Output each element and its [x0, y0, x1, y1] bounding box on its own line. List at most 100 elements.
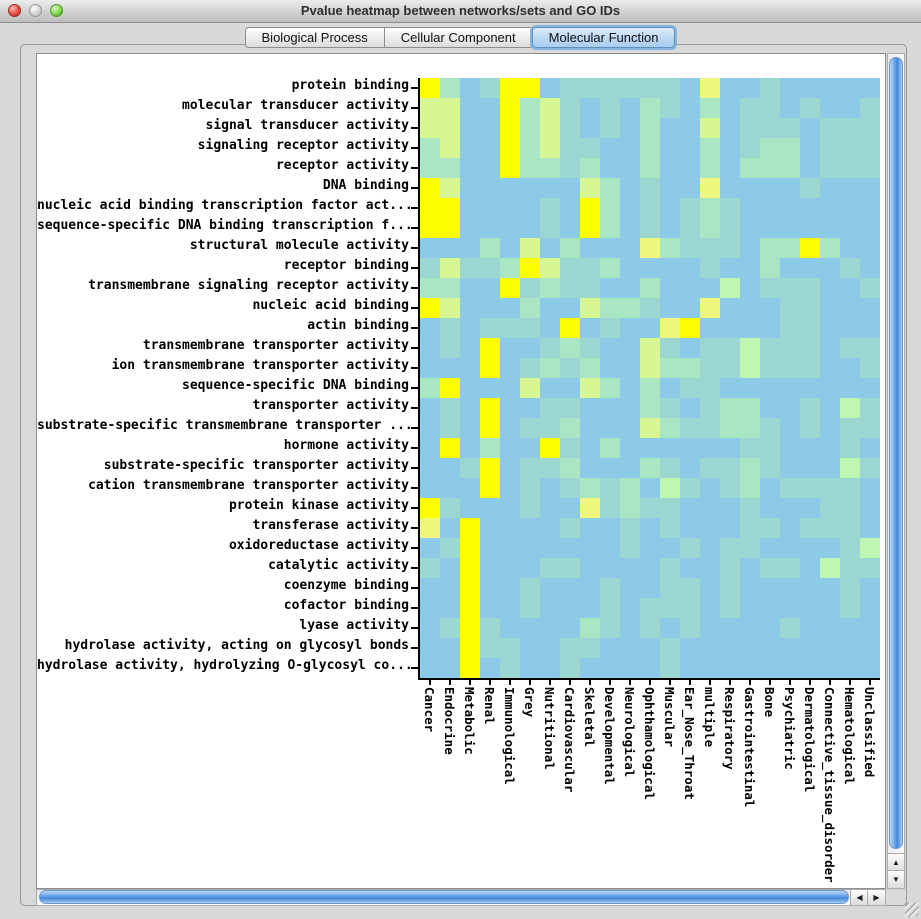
- y-tick: [411, 587, 418, 589]
- heatmap-cell: [540, 498, 560, 518]
- row-label: protein kinase activity: [228, 498, 409, 513]
- heatmap-cell: [820, 518, 840, 538]
- col-label: Unclassified: [862, 687, 877, 778]
- heatmap-cell: [420, 418, 440, 438]
- heatmap-cell: [580, 98, 600, 118]
- vertical-scrollbar-thumb[interactable]: [889, 57, 903, 849]
- heatmap-cell: [660, 438, 680, 458]
- heatmap-cell: [740, 398, 760, 418]
- heatmap-cell: [680, 658, 700, 678]
- heatmap-cell: [760, 298, 780, 318]
- heatmap-cell: [560, 298, 580, 318]
- close-icon[interactable]: [8, 4, 21, 17]
- heatmap-cell: [620, 358, 640, 378]
- vertical-scrollbar[interactable]: ▲ ▼: [887, 53, 905, 889]
- heatmap-cell: [780, 618, 800, 638]
- minimize-icon[interactable]: [29, 4, 42, 17]
- x-tick: [509, 680, 511, 685]
- heatmap-cell: [660, 118, 680, 138]
- scroll-up-icon[interactable]: ▲: [888, 853, 904, 871]
- horizontal-scrollbar-thumb[interactable]: [39, 890, 849, 904]
- heatmap-cell: [820, 98, 840, 118]
- heatmap-cell: [700, 598, 720, 618]
- heatmap-cell: [700, 618, 720, 638]
- heatmap-cell: [440, 178, 460, 198]
- heatmap-cell: [820, 318, 840, 338]
- tab-cellular-component[interactable]: Cellular Component: [383, 27, 533, 48]
- heatmap-cell: [460, 418, 480, 438]
- y-tick: [411, 167, 418, 169]
- heatmap-cell: [720, 138, 740, 158]
- heatmap-cell: [640, 178, 660, 198]
- heatmap-cell: [480, 598, 500, 618]
- heatmap-cell: [540, 598, 560, 618]
- row-label: molecular transducer activity: [182, 98, 409, 113]
- heatmap-cell: [820, 598, 840, 618]
- heatmap-cell: [700, 418, 720, 438]
- y-tick: [411, 107, 418, 109]
- heatmap-cell: [760, 398, 780, 418]
- row-label: hormone activity: [283, 438, 409, 453]
- heatmap-cell: [740, 598, 760, 618]
- heatmap-cell: [640, 378, 660, 398]
- heatmap-cell: [740, 658, 760, 678]
- horizontal-scrollbar[interactable]: ◀ ▶: [36, 889, 886, 906]
- heatmap-cell: [600, 638, 620, 658]
- heatmap-cell: [480, 618, 500, 638]
- heatmap-cell: [540, 178, 560, 198]
- scroll-right-icon[interactable]: ▶: [867, 890, 885, 905]
- heatmap-cell: [860, 218, 880, 238]
- heatmap-cell: [680, 198, 700, 218]
- heatmap-cell: [460, 78, 480, 98]
- heatmap-cell: [780, 378, 800, 398]
- y-tick: [411, 467, 418, 469]
- heatmap-cell: [700, 278, 720, 298]
- heatmap-cell: [420, 158, 440, 178]
- heatmap-cell: [680, 398, 700, 418]
- heatmap-cell: [720, 398, 740, 418]
- zoom-icon[interactable]: [50, 4, 63, 17]
- heatmap-cell: [680, 378, 700, 398]
- heatmap-cell: [460, 658, 480, 678]
- heatmap-cell: [560, 318, 580, 338]
- resize-grip-icon[interactable]: [905, 903, 919, 917]
- heatmap-cell: [800, 558, 820, 578]
- col-label: Ophthamological: [642, 687, 657, 800]
- heatmap-cell: [760, 658, 780, 678]
- scroll-left-icon[interactable]: ◀: [850, 890, 868, 905]
- heatmap-cell: [820, 538, 840, 558]
- heatmap-cell: [620, 618, 640, 638]
- heatmap-cell: [480, 498, 500, 518]
- heatmap-cell: [640, 298, 660, 318]
- heatmap-cell: [820, 198, 840, 218]
- scroll-down-icon[interactable]: ▼: [888, 870, 904, 888]
- heatmap-cell: [520, 238, 540, 258]
- heatmap-cell: [540, 438, 560, 458]
- heatmap-cell: [460, 378, 480, 398]
- heatmap-cell: [420, 578, 440, 598]
- heatmap-cell: [680, 538, 700, 558]
- heatmap-cell: [780, 218, 800, 238]
- heatmap-cell: [680, 358, 700, 378]
- x-tick: [549, 680, 551, 685]
- heatmap-cell: [420, 358, 440, 378]
- heatmap-cell: [620, 478, 640, 498]
- tab-molecular-function[interactable]: Molecular Function: [531, 27, 676, 48]
- tab-biological-process[interactable]: Biological Process: [244, 27, 385, 48]
- heatmap-cell: [840, 558, 860, 578]
- heatmap-cell: [640, 418, 660, 438]
- col-label: Neurological: [622, 687, 637, 778]
- x-tick: [649, 680, 651, 685]
- heatmap-cell: [660, 538, 680, 558]
- heatmap-cell: [800, 578, 820, 598]
- heatmap-cell: [540, 278, 560, 298]
- heatmap-cell: [800, 418, 820, 438]
- heatmap-cell: [640, 538, 660, 558]
- heatmap-cell: [780, 78, 800, 98]
- heatmap-cell: [520, 118, 540, 138]
- heatmap-cell: [540, 138, 560, 158]
- heatmap-cell: [600, 238, 620, 258]
- heatmap-cell: [520, 538, 540, 558]
- heatmap-cell: [720, 418, 740, 438]
